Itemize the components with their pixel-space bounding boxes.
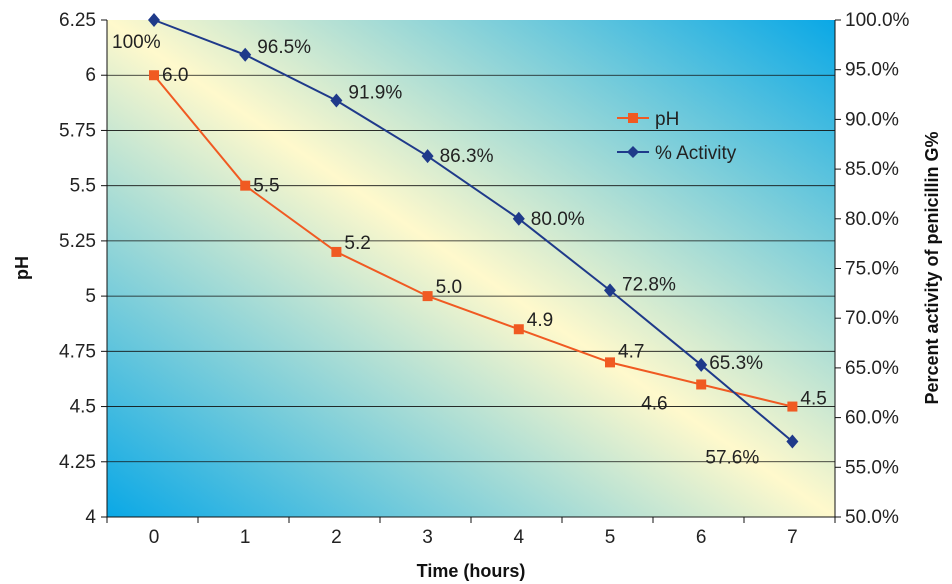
activity-point [604, 283, 616, 298]
x-tick-label: 0 [149, 527, 160, 548]
activity-data-label: 72.8% [622, 274, 676, 295]
y2-tick-label: 90.0% [845, 109, 899, 130]
y-axis-title: pH [12, 256, 32, 280]
legend-ph-label: pH [655, 109, 679, 130]
activity-point [786, 434, 799, 449]
axes: 44.254.54.7555.255.55.7566.2550.0%55.0%6… [59, 10, 910, 548]
ph-data-label: 4.7 [618, 341, 644, 362]
ph-point [149, 70, 159, 81]
x-tick-label: 2 [331, 527, 342, 548]
x-tick-label: 1 [240, 527, 251, 548]
series-line-activity [153, 19, 794, 443]
series-line-ph [153, 74, 793, 408]
y2-tick-label: 75.0% [845, 259, 899, 280]
activity-data-label: 91.9% [348, 83, 402, 104]
activity-point [330, 93, 343, 108]
legend: pH % Activity [617, 109, 737, 164]
data-labels: 6.0 5.5 5.2 5.0 4.9 4.7 4.6 4.5 100% 96.5% 91.9% 86… [112, 32, 827, 468]
y2-tick-label: 55.0% [845, 457, 899, 478]
ph-point [422, 291, 433, 302]
ph-point [605, 357, 615, 368]
ph-data-label: 5.0 [436, 277, 462, 298]
y2-tick-label: 95.0% [845, 60, 899, 81]
x-tick-label: 7 [787, 527, 798, 548]
y2-tick-label: 70.0% [845, 308, 899, 329]
ph-data-label: 5.5 [253, 176, 279, 197]
activity-point [695, 357, 708, 372]
y-tick-label: 4.75 [59, 341, 96, 362]
plot-area [107, 20, 835, 517]
ph-point [331, 246, 342, 257]
y2-tick-label: 80.0% [845, 209, 899, 230]
x-tick-label: 4 [514, 527, 525, 548]
x-axis-title: Time (hours) [417, 561, 526, 581]
activity-data-label: 65.3% [709, 353, 763, 374]
y-tick-label: 5.25 [59, 231, 96, 252]
x-tick-label: 3 [422, 527, 433, 548]
y2-tick-label: 85.0% [845, 159, 899, 180]
y-tick-label: 5.5 [70, 176, 96, 197]
ph-data-label: 4.6 [641, 393, 667, 414]
legend-activity-marker [627, 146, 639, 158]
y-tick-label: 6 [85, 65, 96, 86]
y2-tick-label: 50.0% [845, 507, 899, 528]
activity-data-label: 57.6% [705, 447, 759, 468]
y2-tick-label: 60.0% [845, 408, 899, 429]
activity-data-label: 86.3% [440, 146, 494, 167]
x-tick-label: 6 [696, 527, 707, 548]
y-tick-label: 4.25 [59, 452, 96, 473]
y2-tick-label: 100.0% [845, 10, 910, 31]
x-tick-label: 5 [605, 527, 616, 548]
activity-point [512, 211, 525, 226]
activity-point [148, 13, 160, 27]
ph-point [513, 324, 524, 335]
y-tick-label: 6.25 [59, 10, 96, 31]
activity-data-label: 100% [112, 32, 161, 53]
series [148, 13, 799, 449]
y2-axis-title: Percent activity of penicillin G% [922, 131, 942, 404]
legend-activity-label: % Activity [655, 143, 737, 164]
y2-tick-label: 65.0% [845, 358, 899, 379]
y-tick-label: 5 [85, 286, 96, 307]
legend-ph-marker [628, 113, 638, 123]
activity-data-label: 96.5% [257, 37, 311, 58]
activity-point [239, 47, 252, 62]
ph-data-label: 6.0 [162, 65, 188, 86]
y-tick-label: 5.75 [59, 120, 96, 141]
ph-data-label: 4.9 [527, 310, 553, 331]
ph-data-label: 5.2 [344, 233, 370, 254]
ph-data-label: 4.5 [800, 389, 826, 410]
ph-point [787, 401, 798, 412]
ph-point [240, 180, 251, 191]
y-tick-label: 4 [85, 507, 96, 528]
ph-point [696, 379, 707, 390]
activity-point [421, 149, 434, 164]
y-tick-label: 4.5 [70, 397, 96, 418]
activity-data-label: 80.0% [531, 209, 585, 230]
